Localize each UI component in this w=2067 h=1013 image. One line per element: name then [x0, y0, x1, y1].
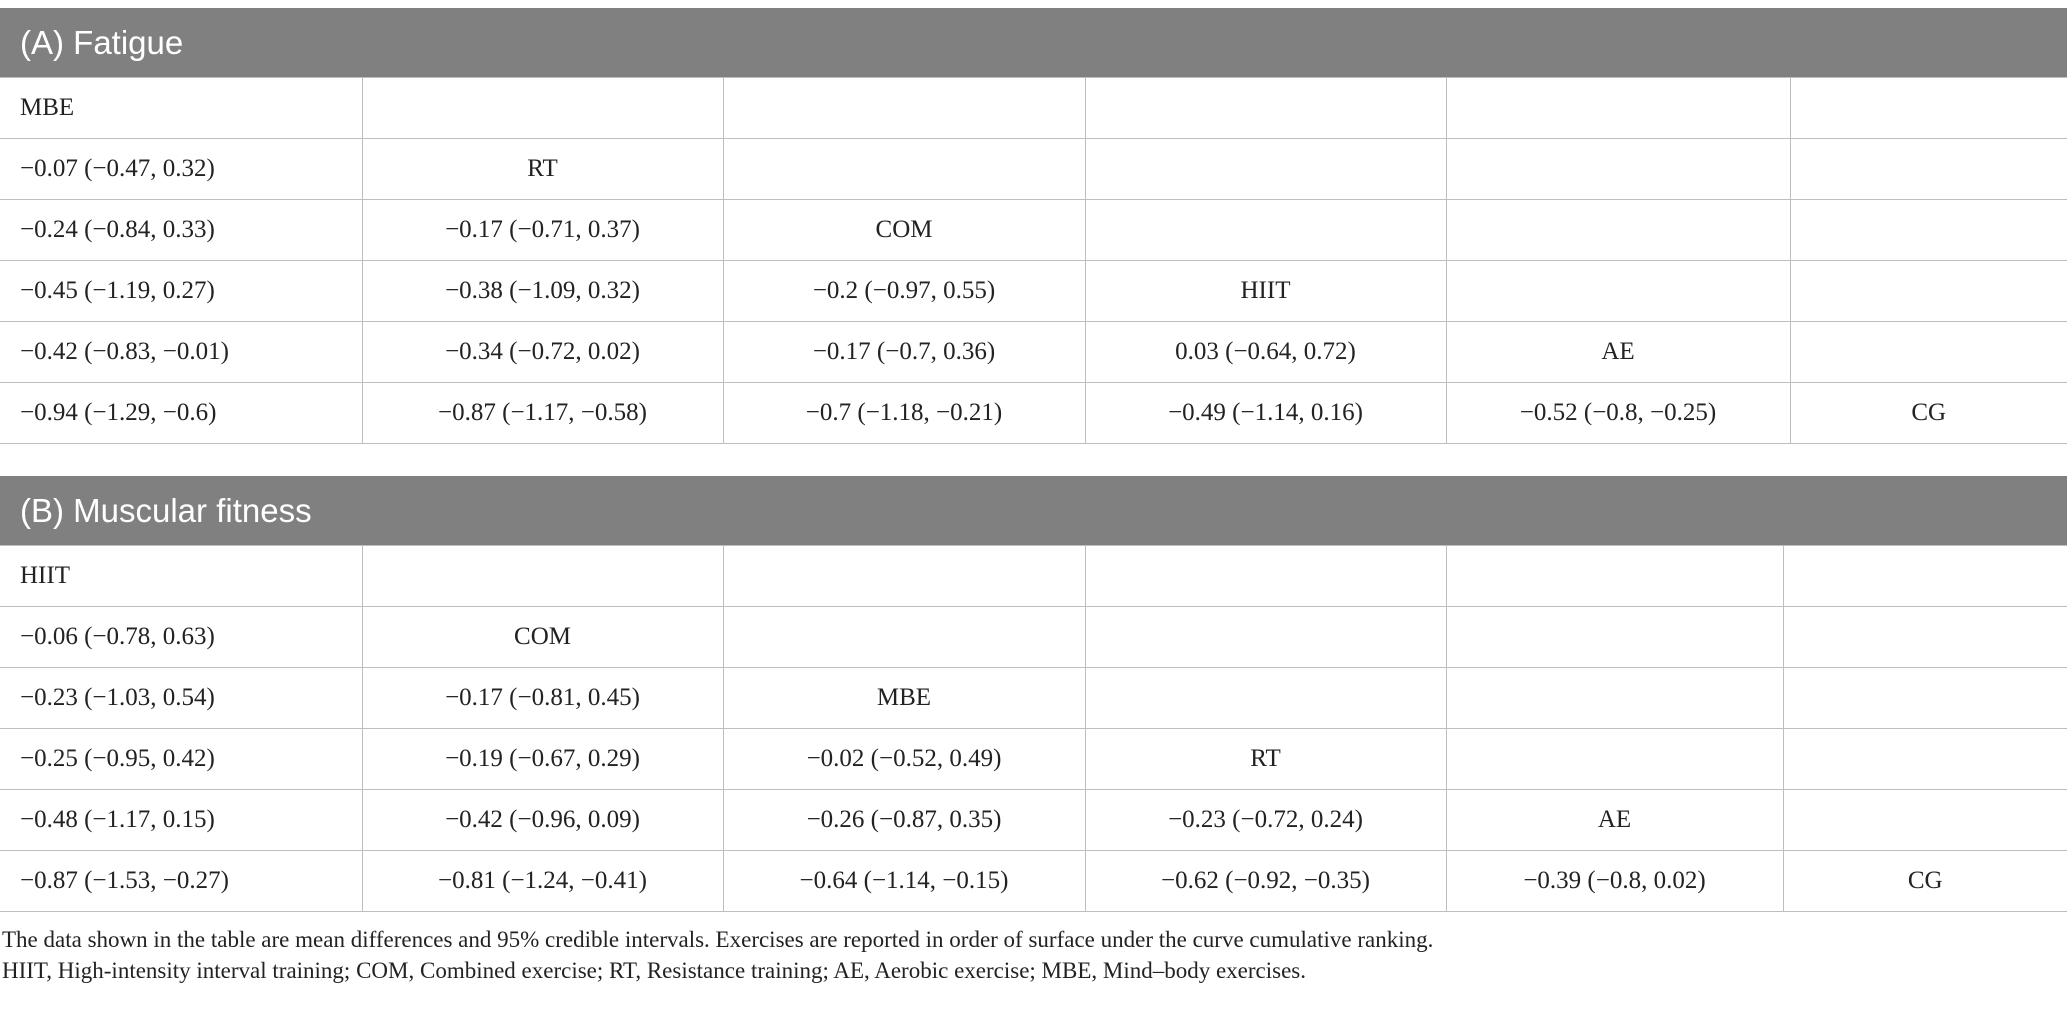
- table-cell: [1445, 260, 1791, 322]
- table-cell: [1445, 77, 1791, 139]
- table-cell: −0.2 (−0.97, 0.55): [722, 260, 1086, 322]
- table-cell: −0.34 (−0.72, 0.02): [361, 321, 724, 383]
- table-cell: −0.42 (−0.83, −0.01): [0, 321, 363, 383]
- treatment-label-cell: COM: [361, 606, 724, 668]
- treatment-label-cell: RT: [361, 138, 724, 200]
- table-cell: −0.02 (−0.52, 0.49): [722, 728, 1086, 790]
- table-cell: −0.87 (−1.53, −0.27): [0, 850, 363, 912]
- table-cell: −0.26 (−0.87, 0.35): [722, 789, 1086, 851]
- table-cell: [1782, 667, 2067, 729]
- table-cell: [722, 138, 1086, 200]
- table-cell: [1782, 545, 2067, 607]
- table-cell: [1445, 728, 1784, 790]
- table-cell: −0.42 (−0.96, 0.09): [361, 789, 724, 851]
- table-cell: −0.49 (−1.14, 0.16): [1084, 382, 1447, 444]
- table-cell: [1084, 545, 1447, 607]
- table-cell: −0.07 (−0.47, 0.32): [0, 138, 363, 200]
- table-cell: [1445, 545, 1784, 607]
- table-cell: −0.48 (−1.17, 0.15): [0, 789, 363, 851]
- table-cell: [1084, 138, 1447, 200]
- league-table-muscular-fitness: HIIT −0.06 (−0.78, 0.63) COM −0.23 (−1.03, …: [0, 545, 2067, 912]
- table-cell: −0.39 (−0.8, 0.02): [1445, 850, 1784, 912]
- table-cell: −0.17 (−0.71, 0.37): [361, 199, 724, 261]
- table-cell: [1445, 138, 1791, 200]
- section-title: (B) Muscular fitness: [0, 476, 2067, 545]
- table-cell: [722, 545, 1086, 607]
- table-cell: −0.06 (−0.78, 0.63): [0, 606, 363, 668]
- treatment-label-cell: CG: [1782, 850, 2067, 912]
- table-row: −0.87 (−1.53, −0.27) −0.81 (−1.24, −0.41)…: [0, 850, 2067, 912]
- table-cell: [1084, 667, 1447, 729]
- treatment-label-cell: AE: [1445, 789, 1784, 851]
- treatment-label-cell: MBE: [722, 667, 1086, 729]
- table-cell: −0.81 (−1.24, −0.41): [361, 850, 724, 912]
- table-cell: [1445, 199, 1791, 261]
- table-cell: −0.23 (−0.72, 0.24): [1084, 789, 1447, 851]
- table-cell: [1782, 606, 2067, 668]
- section-title: (A) Fatigue: [0, 8, 2067, 77]
- table-cell: −0.25 (−0.95, 0.42): [0, 728, 363, 790]
- table-cell: [1084, 606, 1447, 668]
- table-row: −0.25 (−0.95, 0.42) −0.19 (−0.67, 0.29) −0…: [0, 728, 2067, 790]
- footnote-line: The data shown in the table are mean dif…: [2, 927, 1434, 952]
- table-cell: −0.17 (−0.7, 0.36): [722, 321, 1086, 383]
- treatment-label-cell: AE: [1445, 321, 1791, 383]
- treatment-label-cell: COM: [722, 199, 1086, 261]
- treatment-label-cell: RT: [1084, 728, 1447, 790]
- table-cell: −0.52 (−0.8, −0.25): [1445, 382, 1791, 444]
- table-cell: −0.45 (−1.19, 0.27): [0, 260, 363, 322]
- table-row: −0.06 (−0.78, 0.63) COM: [0, 606, 2067, 668]
- table-row: −0.07 (−0.47, 0.32) RT: [0, 138, 2067, 200]
- table-cell: −0.7 (−1.18, −0.21): [722, 382, 1086, 444]
- table-row: HIIT: [0, 545, 2067, 607]
- table-row: −0.45 (−1.19, 0.27) −0.38 (−1.09, 0.32) −0…: [0, 260, 2067, 322]
- table-cell: −0.62 (−0.92, −0.35): [1084, 850, 1447, 912]
- table-cell: [1782, 789, 2067, 851]
- table-cell: [361, 77, 724, 139]
- table-cell: −0.19 (−0.67, 0.29): [361, 728, 724, 790]
- table-cell: 0.03 (−0.64, 0.72): [1084, 321, 1447, 383]
- table-row: −0.94 (−1.29, −0.6) −0.87 (−1.17, −0.58) −…: [0, 382, 2067, 444]
- treatment-label-cell: CG: [1789, 382, 2067, 444]
- section-fatigue: (A) Fatigue MBE −0.07 (−0.47, 0.32) RT −0.2…: [0, 8, 2067, 444]
- treatment-label-cell: HIIT: [0, 545, 363, 607]
- treatment-label-cell: MBE: [0, 77, 363, 139]
- table-cell: [1084, 77, 1447, 139]
- table-cell: −0.94 (−1.29, −0.6): [0, 382, 363, 444]
- table-cell: −0.38 (−1.09, 0.32): [361, 260, 724, 322]
- table-cell: −0.87 (−1.17, −0.58): [361, 382, 724, 444]
- table-cell: −0.17 (−0.81, 0.45): [361, 667, 724, 729]
- league-table-fatigue: MBE −0.07 (−0.47, 0.32) RT −0.24 (−0.84, 0.…: [0, 77, 2067, 444]
- table-cell: −0.24 (−0.84, 0.33): [0, 199, 363, 261]
- table-row: −0.24 (−0.84, 0.33) −0.17 (−0.71, 0.37) CO…: [0, 199, 2067, 261]
- table-cell: −0.23 (−1.03, 0.54): [0, 667, 363, 729]
- league-table-document: (A) Fatigue MBE −0.07 (−0.47, 0.32) RT −0.2…: [0, 8, 2067, 986]
- table-cell: [1789, 199, 2067, 261]
- table-cell: [1084, 199, 1447, 261]
- table-cell: −0.64 (−1.14, −0.15): [722, 850, 1086, 912]
- table-cell: [1789, 77, 2067, 139]
- table-row: −0.42 (−0.83, −0.01) −0.34 (−0.72, 0.02) −…: [0, 321, 2067, 383]
- table-cell: [1782, 728, 2067, 790]
- table-cell: [1789, 138, 2067, 200]
- table-cell: [1789, 260, 2067, 322]
- table-cell: [1445, 606, 1784, 668]
- table-footnote: The data shown in the table are mean dif…: [0, 924, 2067, 986]
- treatment-label-cell: HIIT: [1084, 260, 1447, 322]
- footnote-abbreviations: HIIT, High-intensity interval training; …: [2, 958, 1307, 983]
- section-muscular-fitness: (B) Muscular fitness HIIT −0.06 (−0.78, 0…: [0, 476, 2067, 912]
- table-cell: [361, 545, 724, 607]
- table-cell: [1789, 321, 2067, 383]
- table-cell: [722, 606, 1086, 668]
- table-cell: [1445, 667, 1784, 729]
- table-row: MBE: [0, 77, 2067, 139]
- table-cell: [722, 77, 1086, 139]
- table-row: −0.48 (−1.17, 0.15) −0.42 (−0.96, 0.09) −0…: [0, 789, 2067, 851]
- table-row: −0.23 (−1.03, 0.54) −0.17 (−0.81, 0.45) MB…: [0, 667, 2067, 729]
